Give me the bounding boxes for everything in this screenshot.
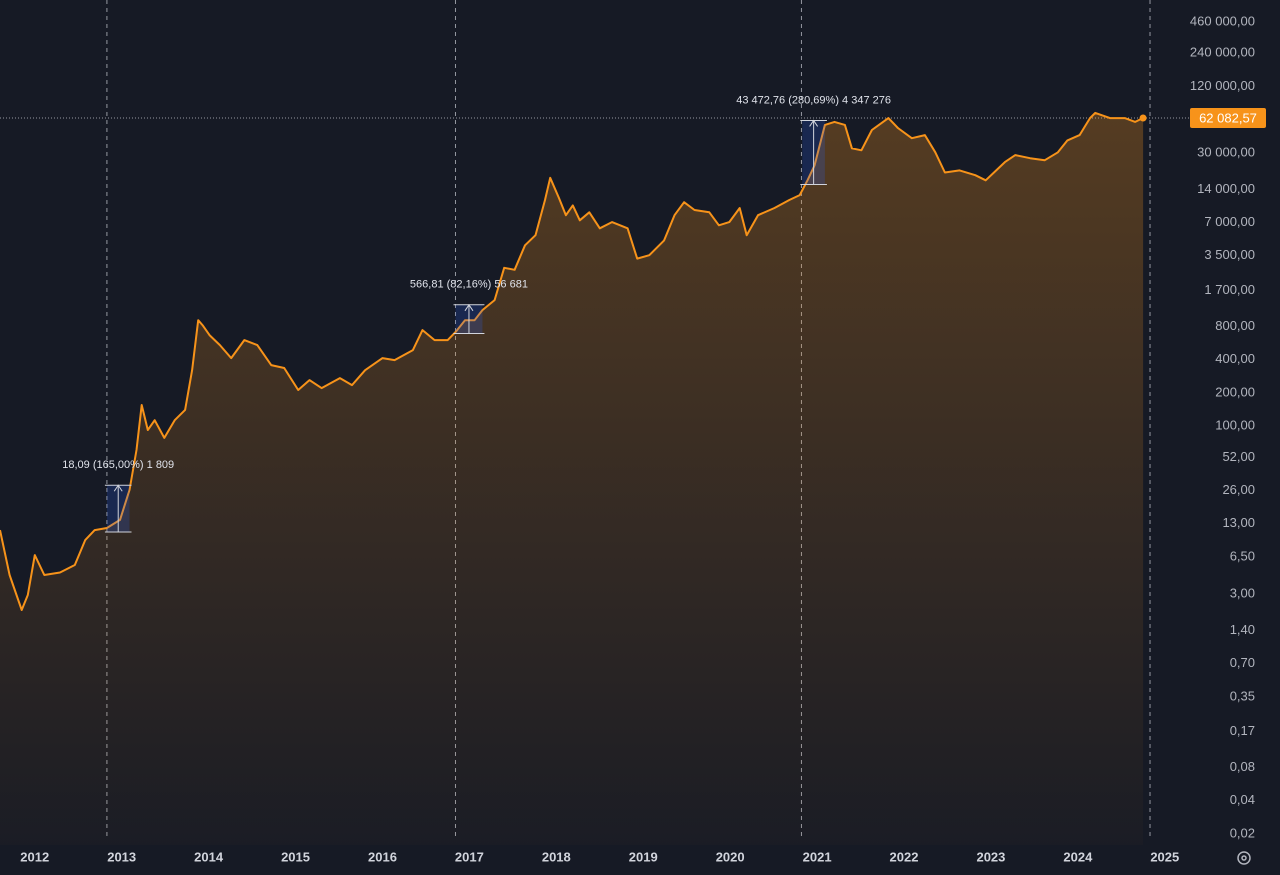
y-tick-label: 52,00	[1222, 449, 1255, 464]
price-line	[0, 111, 1144, 611]
y-tick-label: 1 700,00	[1204, 282, 1255, 297]
y-tick-label: 100,00	[1215, 417, 1255, 432]
area-fill	[0, 112, 1144, 845]
y-tick-label: 0,02	[1230, 825, 1255, 840]
y-tick-label: 3,00	[1230, 585, 1255, 600]
measure-arrowhead	[113, 484, 123, 492]
last-point	[1139, 114, 1147, 122]
y-tick-label: 0,17	[1230, 723, 1255, 738]
last-price-label: 62 082,57	[1199, 110, 1257, 125]
y-tick-label: 460 000,00	[1190, 13, 1255, 28]
y-tick-label: 0,08	[1230, 759, 1255, 774]
x-tick-label: 2021	[803, 849, 832, 864]
x-tick-label: 2017	[455, 849, 484, 864]
x-tick-label: 2012	[20, 849, 49, 864]
settings-ring[interactable]	[1237, 851, 1251, 865]
y-tick-label: 7 000,00	[1204, 214, 1255, 229]
y-tick-label: 14 000,00	[1197, 181, 1255, 196]
measure-arrowhead	[464, 303, 474, 312]
last-price-box	[1190, 107, 1266, 128]
settings-dot[interactable]	[1241, 855, 1247, 861]
y-tick-label: 800,00	[1215, 318, 1255, 333]
x-tick-label: 2024	[1063, 849, 1093, 864]
y-tick-label: 0,04	[1230, 792, 1255, 807]
x-tick-label: 2016	[368, 849, 397, 864]
x-tick-label: 2025	[1150, 849, 1179, 864]
x-tick-label: 2018	[542, 849, 571, 864]
settings-icon[interactable]	[1237, 851, 1251, 865]
y-tick-label: 120 000,00	[1190, 78, 1255, 93]
x-tick-label: 2014	[194, 849, 224, 864]
y-tick-label: 1,40	[1230, 622, 1255, 637]
measure-arrowhead	[809, 119, 819, 127]
y-tick-label: 6,50	[1230, 548, 1255, 563]
x-tick-label: 2013	[107, 849, 136, 864]
measure-label: 43 472,76 (280,69%) 4 347 276	[736, 94, 891, 106]
measure-label: 18,09 (165,00%) 1 809	[62, 459, 174, 471]
x-tick-label: 2022	[890, 849, 919, 864]
measure-label: 566,81 (82,16%) 56 681	[410, 279, 528, 291]
y-tick-label: 0,35	[1230, 688, 1255, 703]
y-tick-label: 200,00	[1215, 384, 1255, 399]
y-tick-label: 13,00	[1222, 515, 1255, 530]
y-tick-label: 0,70	[1230, 655, 1255, 670]
y-tick-label: 26,00	[1222, 482, 1255, 497]
y-tick-label: 400,00	[1215, 351, 1255, 366]
y-tick-label: 30 000,00	[1197, 144, 1255, 159]
x-tick-label: 2019	[629, 849, 658, 864]
x-tick-label: 2015	[281, 849, 310, 864]
x-tick-label: 2020	[716, 849, 745, 864]
y-tick-label: 3 500,00	[1204, 247, 1255, 262]
y-tick-label: 240 000,00	[1190, 45, 1255, 60]
x-tick-label: 2023	[976, 849, 1005, 864]
